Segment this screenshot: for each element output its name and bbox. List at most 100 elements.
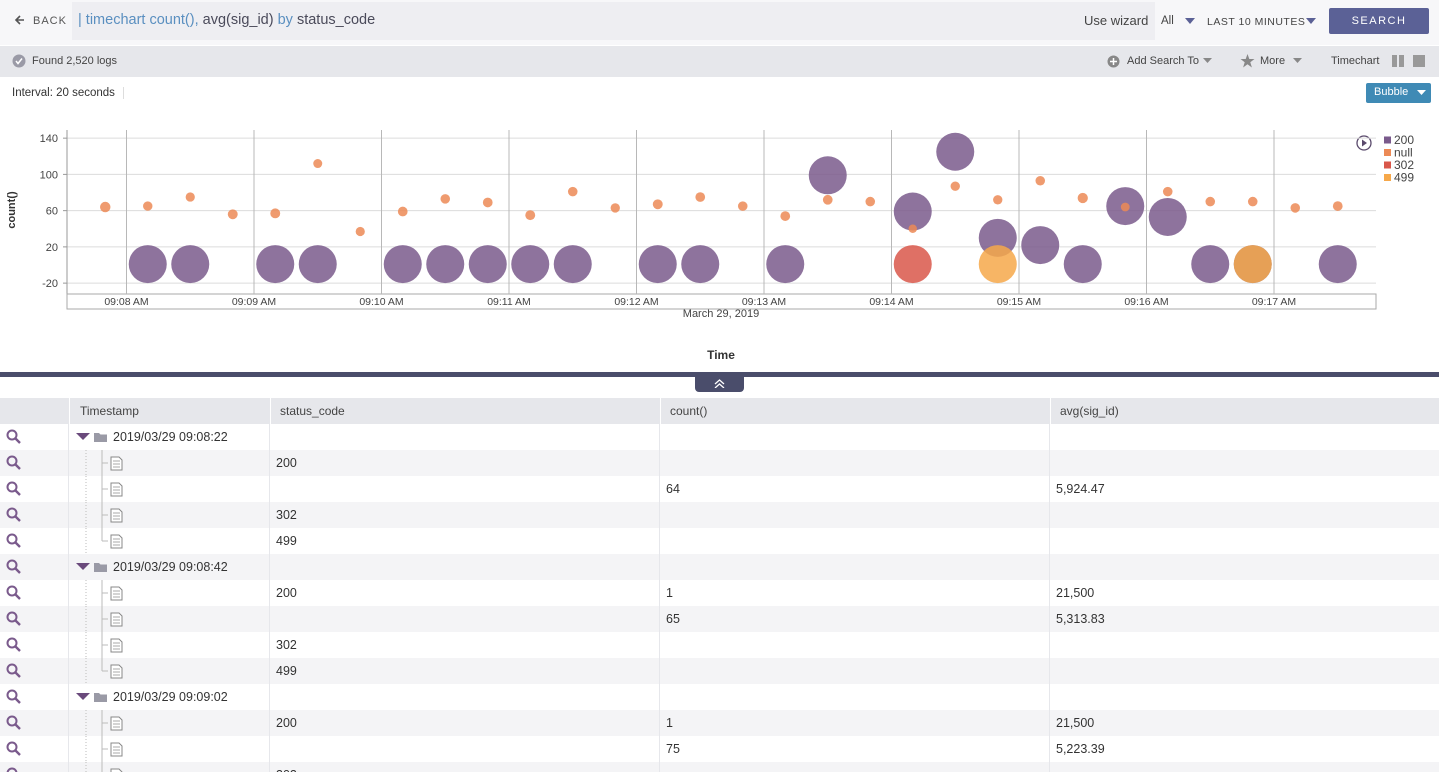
query-token: avg(sig_id) (202, 12, 274, 28)
found-count: Found 2,520 logs (32, 55, 118, 67)
y-tick-label: 60 (46, 206, 58, 218)
use-wizard[interactable]: Use wizard (1084, 13, 1149, 28)
cell-border (659, 762, 660, 772)
bubble (256, 245, 295, 284)
chart: March 29, 2019 Time count() 140 100 60 20 -2… (6, 130, 1414, 362)
layout-icons[interactable] (1392, 55, 1426, 68)
status-bar: Found 2,520 logs Add Search To More Time… (0, 46, 1439, 77)
inspect-icon[interactable] (0, 450, 28, 476)
cell-border (659, 632, 660, 658)
bubble (638, 245, 677, 284)
cell-border (68, 606, 69, 632)
cell-text: 5,313.83 (1056, 612, 1105, 626)
x-tick-label: 09:08 AM (104, 296, 148, 308)
cell-border (1049, 658, 1050, 684)
bubble (822, 194, 833, 205)
bubble (950, 181, 960, 191)
chart-style-label: Bubble (1374, 86, 1409, 98)
search-button[interactable]: SEARCH (1329, 8, 1429, 34)
tree-lines (84, 528, 128, 554)
collapse-icon (714, 379, 725, 388)
time-range[interactable]: LAST 10 MINUTES (1207, 16, 1306, 28)
inspect-icon[interactable] (0, 710, 28, 736)
inspect-icon[interactable] (0, 606, 28, 632)
cell-border (1049, 424, 1050, 450)
bubble (525, 210, 536, 221)
cell-text: 499 (276, 664, 297, 678)
legend-label: 499 (1394, 171, 1414, 185)
cell-border (269, 606, 270, 632)
bubble (978, 218, 1017, 257)
splitter[interactable] (0, 372, 1439, 377)
cell-border (269, 658, 270, 684)
query-token: by (277, 12, 293, 28)
cell-border (68, 762, 69, 772)
inspect-icon[interactable] (0, 554, 28, 580)
cell-text: 200 (276, 716, 297, 730)
column-header[interactable]: avg(sig_id) (1050, 398, 1439, 424)
back-icon[interactable] (14, 14, 26, 26)
inspect-icon[interactable] (0, 502, 28, 528)
bubble (227, 209, 238, 220)
cell-border (1049, 684, 1050, 710)
inspect-icon[interactable] (0, 528, 28, 554)
bubble (993, 195, 1003, 205)
cell-border (68, 528, 69, 554)
bubble (695, 192, 706, 202)
cell-border (269, 710, 270, 736)
cell-border (1049, 762, 1050, 772)
back-button[interactable]: BACK (33, 15, 67, 27)
cell-border (659, 606, 660, 632)
tree-lines (84, 450, 128, 476)
splitter-handle[interactable] (695, 376, 744, 392)
cell-border (659, 476, 660, 502)
group-icons[interactable] (76, 560, 110, 574)
bubble (482, 197, 493, 208)
bubble (1191, 245, 1230, 284)
query-text: | timechart count(), avg(sig_id) by stat… (78, 12, 375, 28)
inspect-icon[interactable] (0, 580, 28, 606)
cell-border (659, 658, 660, 684)
chart-style-button[interactable]: Bubble (1366, 83, 1431, 103)
x-tick-label: 09:09 AM (232, 296, 276, 308)
column-header[interactable]: count() (660, 398, 1049, 424)
y-tick-label: 100 (40, 169, 58, 181)
top-bar: BACK | timechart count(), avg(sig_id) by… (0, 0, 1439, 45)
x-axis-band (66, 293, 1377, 310)
bubble (270, 208, 281, 219)
cell-text: 1 (666, 716, 673, 730)
cell-text: 5,924.47 (1056, 482, 1105, 496)
cell-text: 65 (666, 612, 680, 626)
x-tick-label: 09:10 AM (359, 296, 403, 308)
cell-border (68, 580, 69, 606)
inspect-icon[interactable] (0, 736, 28, 762)
cell-text: 499 (276, 534, 297, 548)
inspect-icon[interactable] (0, 424, 28, 450)
add-search-to[interactable]: Add Search To (1127, 55, 1199, 67)
group-icons[interactable] (76, 430, 110, 444)
bubble (893, 245, 932, 284)
more-menu[interactable]: More (1260, 55, 1286, 67)
group-icons[interactable] (76, 690, 110, 704)
query-input[interactable]: | timechart count(), avg(sig_id) by stat… (72, 2, 1155, 40)
cell-border (269, 502, 270, 528)
bubble (1120, 202, 1130, 212)
cell-border (1049, 502, 1050, 528)
inspect-icon[interactable] (0, 632, 28, 658)
cell-border (1049, 580, 1050, 606)
bubble (978, 245, 1017, 284)
inspect-icon[interactable] (0, 762, 28, 772)
x-tick-label: 09:17 AM (1252, 296, 1296, 308)
view-label: Timechart (1331, 55, 1380, 67)
table-body: 2019/03/29 09:08:22 200 64 5,924.47 302 499 20… (0, 424, 1439, 772)
bubble (313, 159, 323, 169)
play-icon[interactable] (1356, 135, 1372, 151)
cell-text: 200 (276, 456, 297, 470)
column-header[interactable]: status_code (270, 398, 659, 424)
cell-border (68, 658, 69, 684)
column-header[interactable]: Timestamp (69, 398, 269, 424)
inspect-icon[interactable] (0, 476, 28, 502)
inspect-icon[interactable] (0, 658, 28, 684)
inspect-icon[interactable] (0, 684, 28, 710)
scope-select[interactable]: All (1161, 15, 1174, 27)
